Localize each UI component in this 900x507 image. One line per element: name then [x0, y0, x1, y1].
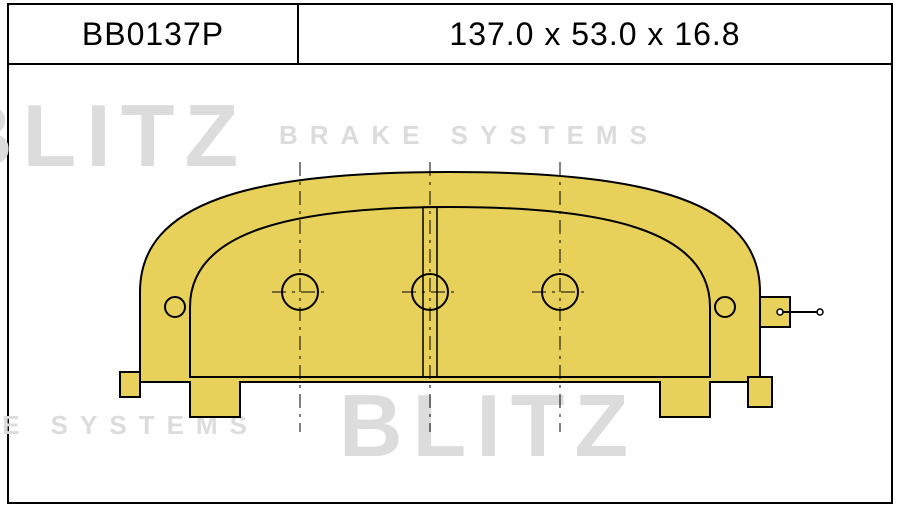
brake-pad-drawing	[70, 132, 830, 452]
dimensions-text: 137.0 x 53.0 x 16.8	[449, 16, 740, 53]
header-row: BB0137P 137.0 x 53.0 x 16.8	[9, 5, 891, 65]
part-number-cell: BB0137P	[9, 5, 299, 63]
drawing-area: BLITZ BRAKE SYSTEMS BLITZ BRAKE SYSTEMS	[9, 65, 891, 502]
pin-end-b	[817, 309, 823, 315]
friction-plate	[190, 207, 710, 377]
tab-0	[120, 372, 140, 397]
tab-2	[748, 377, 772, 407]
part-number: BB0137P	[82, 16, 224, 53]
dimensions-cell: 137.0 x 53.0 x 16.8	[299, 5, 891, 63]
pin-end-a	[777, 309, 783, 315]
spec-frame: BB0137P 137.0 x 53.0 x 16.8 BLITZ BRAKE …	[7, 3, 893, 504]
